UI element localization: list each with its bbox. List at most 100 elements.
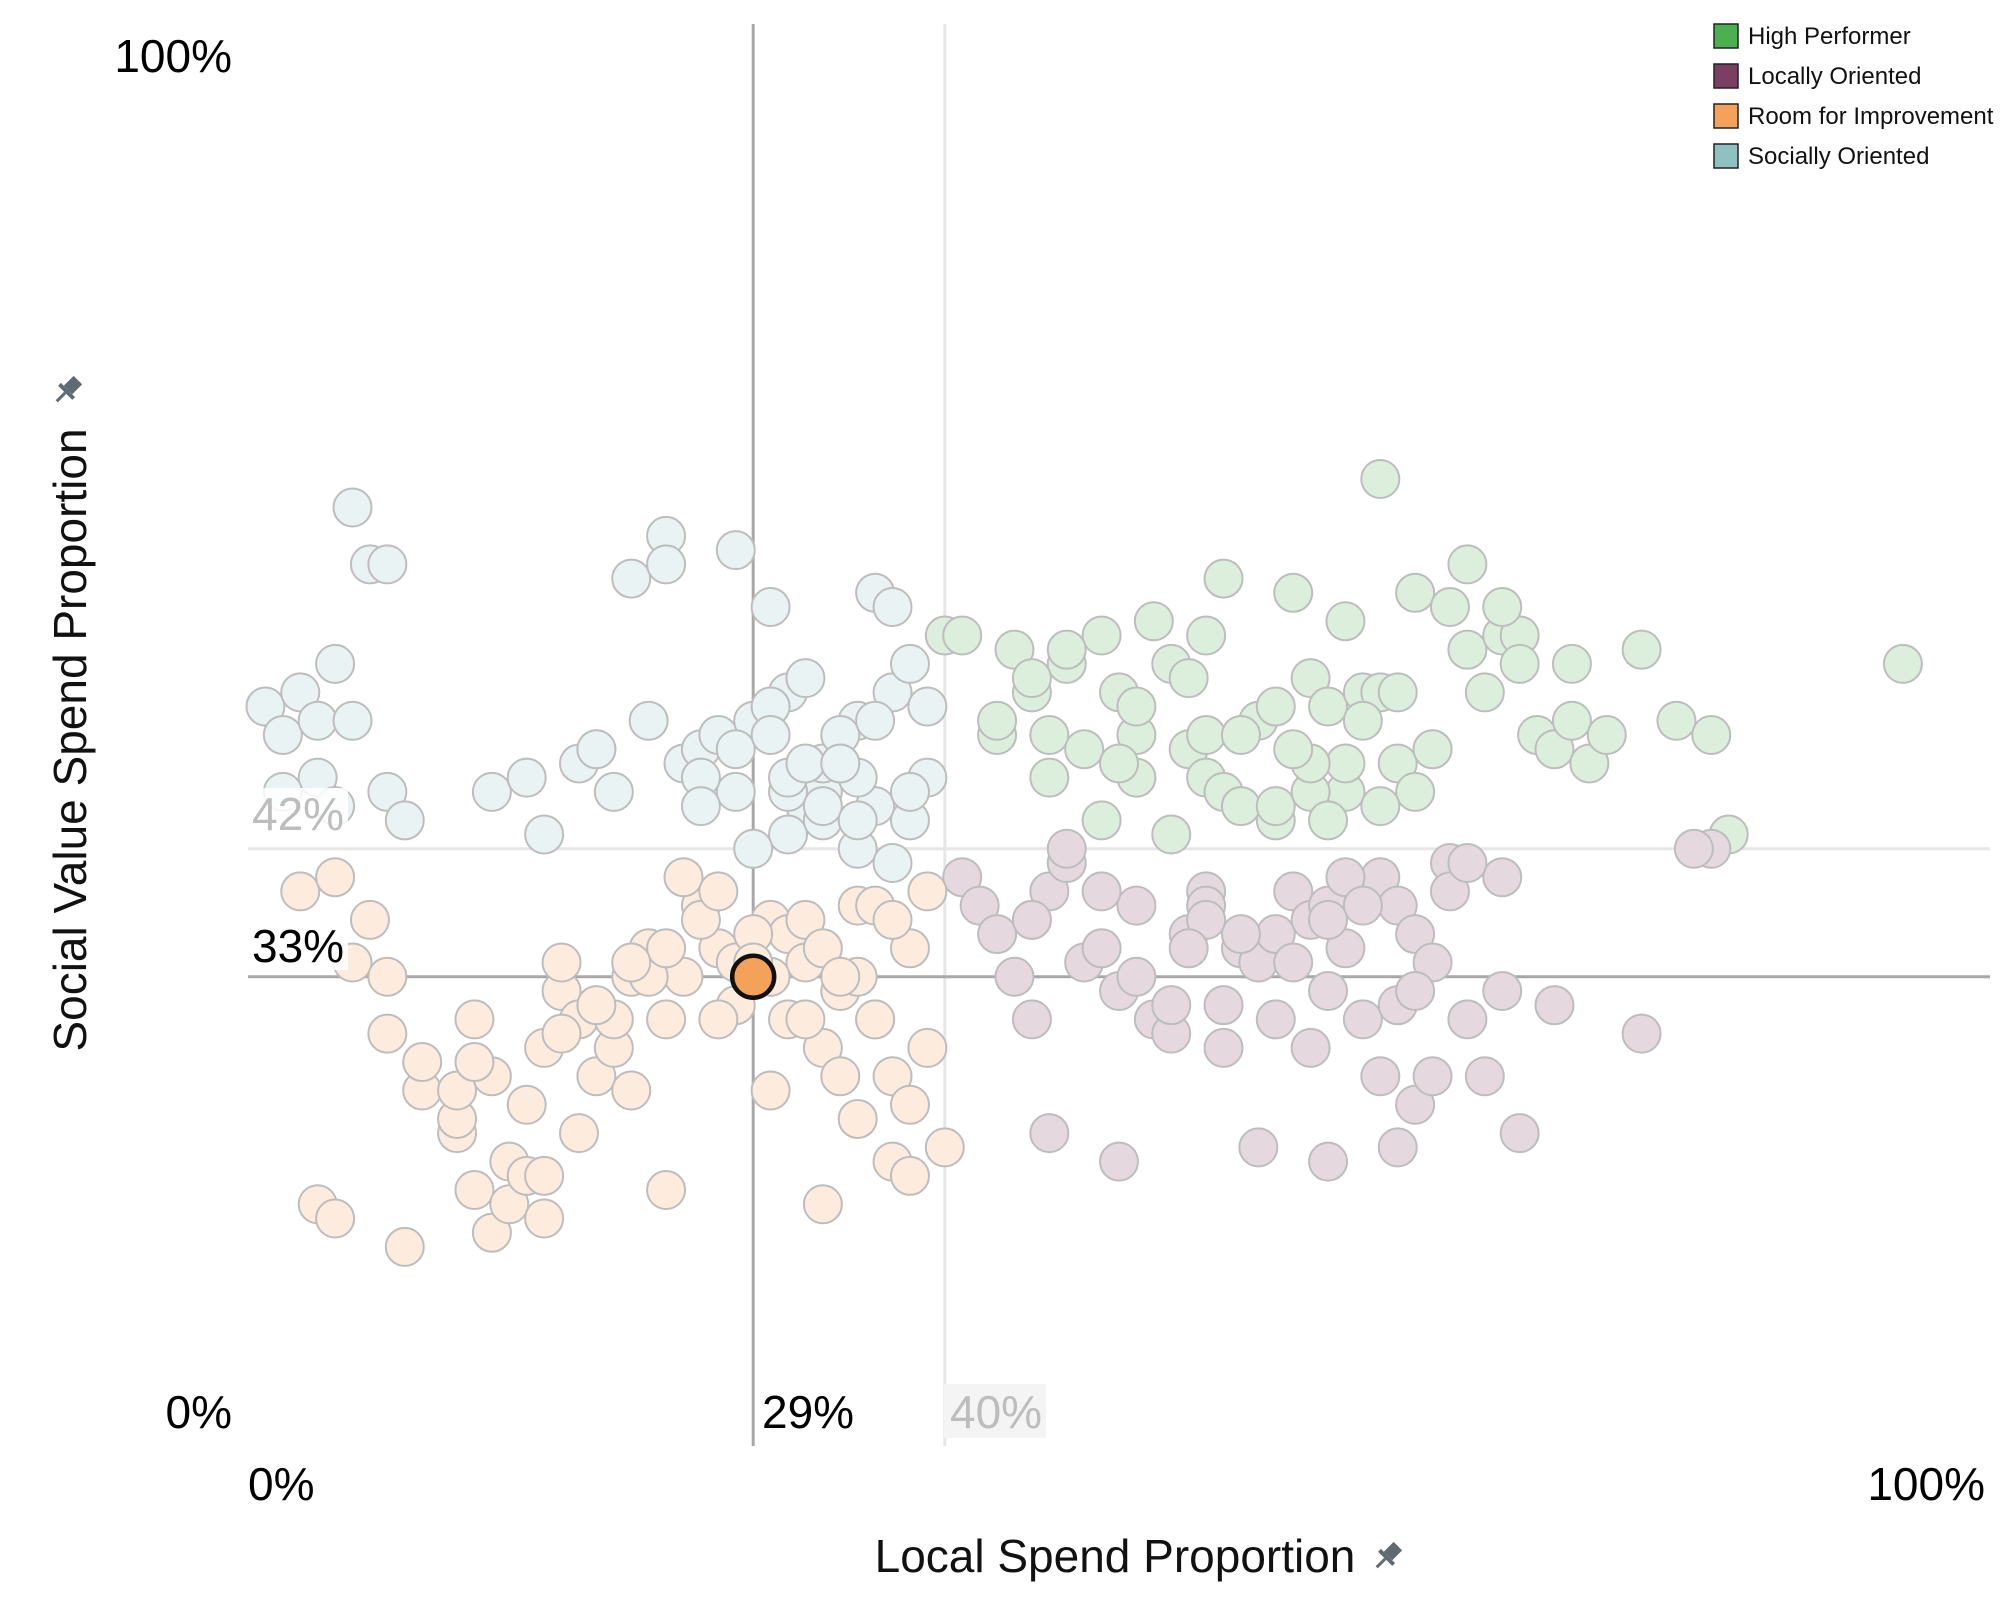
data-point[interactable] [1273,942,1314,983]
data-point[interactable] [1464,1056,1505,1097]
data-point[interactable] [1447,544,1488,585]
data-point[interactable] [1377,1127,1418,1168]
data-point[interactable] [1220,914,1261,955]
data-point[interactable] [889,1084,930,1125]
data-point[interactable] [1255,786,1296,827]
data-point[interactable] [680,786,721,827]
data-point[interactable] [332,700,373,741]
data-point[interactable] [524,814,565,855]
data-point[interactable] [558,1113,599,1154]
data-point[interactable] [1168,928,1209,969]
data-point[interactable] [1168,658,1209,699]
data-point[interactable] [1133,601,1174,642]
data-point[interactable] [872,842,913,883]
legend-item[interactable]: High Performer [1713,23,1911,50]
data-point[interactable] [785,743,826,784]
data-point[interactable] [1099,743,1139,784]
data-point[interactable] [524,1155,565,1196]
data-point[interactable] [1046,629,1087,670]
data-point[interactable] [977,914,1018,955]
data-point[interactable] [1395,970,1436,1011]
data-point[interactable] [1621,629,1662,670]
data-point[interactable] [454,1170,495,1211]
data-point[interactable] [1429,587,1470,628]
data-point[interactable] [1325,601,1366,642]
data-point[interactable] [297,700,338,741]
data-point[interactable] [611,1070,652,1111]
data-point[interactable] [1395,771,1436,812]
data-point[interactable] [1220,786,1261,827]
data-point[interactable] [541,942,582,983]
data-point[interactable] [1308,899,1349,940]
data-point[interactable] [855,999,896,1040]
data-point[interactable] [1064,729,1105,770]
data-point[interactable] [349,899,390,940]
data-point[interactable] [1342,700,1383,741]
data-point[interactable] [698,871,739,912]
data-point[interactable] [785,658,826,699]
data-point[interactable] [1186,715,1227,755]
data-point[interactable] [1255,686,1296,727]
data-point[interactable] [820,743,861,784]
data-point[interactable] [367,1013,408,1054]
data-point[interactable] [262,715,303,755]
data-point[interactable] [1464,672,1505,713]
data-point[interactable] [942,615,983,656]
data-point[interactable] [1882,643,1923,684]
data-point[interactable] [1499,643,1540,684]
data-point[interactable] [698,999,739,1040]
data-point[interactable] [541,1013,582,1054]
data-point[interactable] [820,956,861,997]
data-point[interactable] [733,828,774,869]
data-point[interactable] [1360,1056,1401,1097]
data-point[interactable] [1342,999,1383,1040]
data-point[interactable] [367,544,408,585]
data-point[interactable] [524,1198,565,1239]
data-point[interactable] [611,558,652,599]
data-point[interactable] [454,999,495,1040]
data-point[interactable] [1099,1141,1139,1182]
legend-item[interactable]: Socially Oriented [1713,143,1929,170]
data-point[interactable] [506,757,547,798]
data-point[interactable] [471,771,512,812]
data-point[interactable] [315,1198,356,1239]
data-point[interactable] [576,729,617,770]
data-point[interactable] [1255,999,1296,1040]
data-point[interactable] [1081,928,1122,969]
data-point[interactable] [1308,686,1349,727]
data-point[interactable] [315,857,356,898]
data-point[interactable] [750,587,791,628]
data-point[interactable] [1412,729,1453,770]
data-point[interactable] [1551,643,1592,684]
data-point[interactable] [1011,999,1052,1040]
data-point[interactable] [1046,828,1087,869]
data-point[interactable] [1081,615,1122,656]
data-point[interactable] [872,899,913,940]
data-point[interactable] [611,942,652,983]
data-point[interactable] [1203,558,1244,599]
data-point[interactable] [1377,672,1418,713]
data-point[interactable] [1673,828,1714,869]
data-point[interactable] [1482,857,1523,898]
data-point[interactable] [1342,885,1383,926]
data-point[interactable] [820,1056,861,1097]
data-point[interactable] [1499,1113,1540,1154]
data-point[interactable] [402,1042,443,1083]
data-point[interactable] [924,1127,965,1168]
data-point[interactable] [715,771,756,812]
data-point[interactable] [1534,985,1575,1026]
data-point[interactable] [646,1170,687,1211]
data-point[interactable] [506,1084,547,1125]
data-point[interactable] [1238,1127,1279,1168]
data-point[interactable] [593,771,634,812]
data-point[interactable] [1116,885,1157,926]
data-point[interactable] [1447,999,1488,1040]
data-point[interactable] [889,1155,930,1196]
data-point[interactable] [1360,459,1401,500]
data-point[interactable] [315,643,356,684]
data-point[interactable] [1290,1027,1331,1068]
data-point[interactable] [715,530,756,571]
data-point[interactable] [1551,700,1592,741]
highlighted-data-point[interactable] [729,953,777,1000]
data-point[interactable] [907,871,948,912]
